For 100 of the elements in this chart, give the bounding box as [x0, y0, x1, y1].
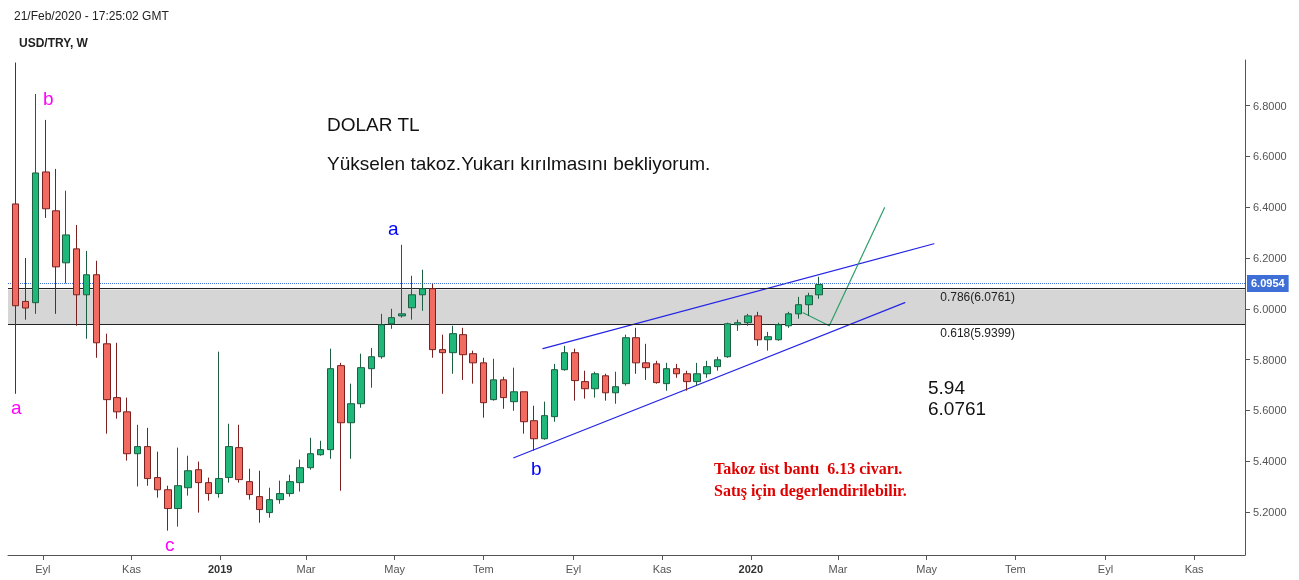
text: 21/Feb/2020 - 17:25:02 GMT [14, 9, 170, 23]
candlestick [429, 283, 436, 359]
candlestick [134, 424, 141, 487]
candlestick [307, 437, 314, 471]
candlestick [378, 313, 385, 360]
candlestick [276, 480, 284, 505]
candlestick [744, 313, 752, 327]
chart-title: USD/TRY, W [19, 36, 89, 50]
candlestick [113, 342, 121, 420]
candlestick [602, 373, 609, 402]
candlestick [795, 296, 802, 320]
annotation: Takoz üst bantı 6.13 civarı. [714, 459, 903, 477]
annotation: Satış için degerlendirilebilir. [714, 481, 907, 500]
y-tick-label: 5.6000 [1253, 404, 1287, 417]
candlestick [22, 257, 29, 321]
candlestick [754, 311, 762, 347]
candlestick [388, 308, 395, 330]
candlestick [469, 350, 477, 385]
candlestick [73, 224, 80, 327]
y-tick-label: 6.0000 [1253, 302, 1287, 315]
candlestick [195, 461, 202, 514]
candlestick [215, 351, 223, 499]
candlestick [439, 334, 446, 395]
candlestick [805, 292, 813, 317]
ref-line-label: 6.0954 [1251, 277, 1286, 290]
candlestick [764, 331, 772, 352]
candlestick [419, 269, 426, 312]
candlestick [12, 62, 19, 395]
candlestick [459, 327, 467, 381]
candlestick [205, 477, 212, 502]
candlestick [642, 343, 650, 381]
x-tick-label: May [384, 562, 406, 575]
candlestick [62, 190, 70, 284]
annotation: c [165, 534, 175, 555]
x-tick-label: Tem [1004, 562, 1026, 575]
candlestick [408, 275, 416, 321]
annotation: 5.94 [928, 377, 966, 398]
candlestick [785, 311, 792, 329]
candlestick [632, 327, 640, 375]
candlestick [368, 347, 375, 389]
candlestick [612, 371, 619, 405]
ref-line-label: 0.786(6.0761) [940, 290, 1015, 305]
candlestick [449, 325, 457, 375]
candlestick [683, 370, 691, 392]
x-tick-label: 2019 [207, 562, 233, 575]
candlestick [357, 353, 365, 409]
x-tick-label: 2020 [738, 562, 764, 575]
annotation: b [531, 458, 542, 479]
candlestick [256, 470, 263, 524]
x-tick-label: Kas [1184, 562, 1205, 575]
candlestick [317, 440, 324, 457]
candlestick [52, 168, 60, 315]
candlestick [296, 459, 304, 493]
y-tick-label: 5.8000 [1253, 353, 1287, 366]
x-tick-label: Mar [828, 562, 848, 575]
candlestick [144, 427, 151, 487]
candlestick [653, 360, 660, 385]
candlestick [490, 358, 497, 402]
candlestick [42, 119, 50, 219]
annotation: 6.0761 [928, 398, 987, 419]
candlestick [184, 455, 192, 497]
annotation: DOLAR TL [327, 114, 420, 135]
y-tick-label: 5.4000 [1253, 455, 1287, 468]
annotation: a [11, 397, 22, 418]
x-tick-label: May [916, 562, 938, 575]
candlestick [225, 423, 233, 484]
candlestick [581, 370, 589, 400]
candlestick [510, 367, 518, 412]
y-tick-label: 6.8000 [1253, 99, 1287, 112]
candlestick [724, 322, 731, 359]
candlestick [530, 405, 538, 452]
y-tick-label: 5.2000 [1253, 505, 1287, 518]
candlestick [286, 474, 294, 498]
candlestick [347, 383, 355, 460]
candlestick [398, 244, 406, 319]
candlestick [500, 376, 507, 410]
annotation: Yükselen takoz.Yukarı kırılmasını bekliyorum. [327, 153, 711, 174]
y-tick-label: 6.2000 [1253, 252, 1287, 264]
candlestick [123, 397, 131, 462]
candlestick [714, 356, 721, 372]
x-tick-label: Kas [652, 562, 673, 575]
candlestick [734, 319, 741, 332]
candlestick [815, 276, 823, 300]
candlestick [663, 362, 670, 392]
candlestick [235, 424, 243, 484]
candlestick [154, 451, 161, 499]
y-tick-label: 6.4000 [1253, 201, 1287, 214]
candlestick [32, 93, 39, 315]
x-tick-label: Eyl [565, 562, 582, 575]
candlestick [480, 357, 487, 419]
candlestick [571, 348, 579, 402]
candlestick [703, 360, 711, 379]
candlestick [246, 468, 253, 501]
candlestick [327, 348, 334, 460]
x-tick-label: Tem [472, 562, 494, 575]
y-tick-label: 6.6000 [1253, 150, 1287, 163]
annotation: a [388, 218, 399, 239]
candlestick [93, 260, 100, 359]
candlestick [561, 345, 568, 372]
candlestick [266, 487, 273, 519]
